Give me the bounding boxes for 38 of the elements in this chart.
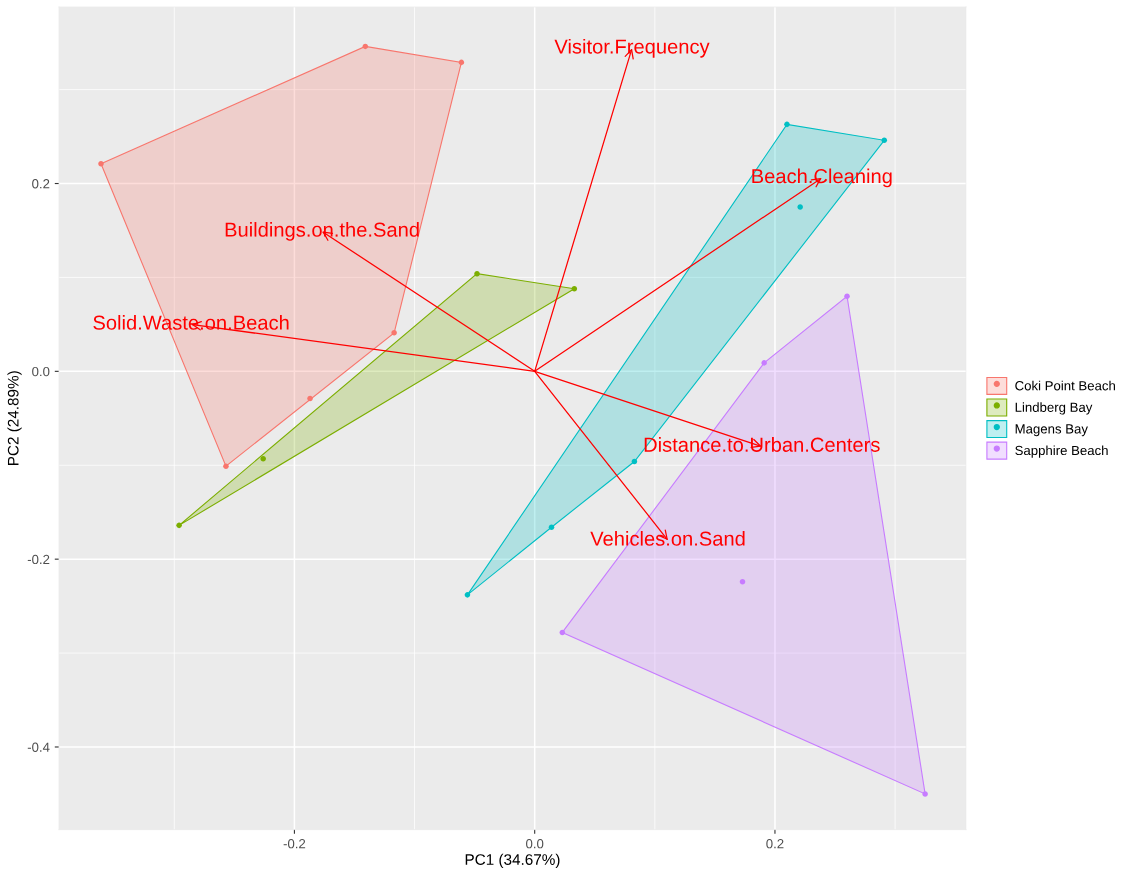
series-label: Buildings.on.the.Sand xyxy=(225,222,419,241)
legend-label: Sapphire Beach xyxy=(1015,445,1108,458)
point xyxy=(922,791,928,797)
y-tick-label: 0.2 xyxy=(32,179,50,189)
point xyxy=(362,43,369,50)
series-label: Solid.Waste.on.Beach xyxy=(93,315,289,330)
point xyxy=(260,455,266,462)
point xyxy=(474,270,480,277)
point xyxy=(223,463,229,469)
point xyxy=(559,629,566,636)
point xyxy=(176,522,182,529)
point xyxy=(458,59,465,66)
point xyxy=(548,524,555,531)
point xyxy=(739,578,746,585)
point xyxy=(797,204,803,210)
point xyxy=(761,360,767,366)
y-tick-label: 0.0 xyxy=(32,366,50,377)
legend-label: Magens Bay xyxy=(1015,424,1088,437)
series-label: Visitor.Frequency xyxy=(554,38,710,58)
point xyxy=(631,458,638,465)
point xyxy=(881,137,888,144)
x-tick-label: -0.2 xyxy=(283,839,306,849)
x-tick-label: 0.2 xyxy=(766,839,784,849)
y-tick-label: -0.2 xyxy=(27,554,50,565)
y-tick-label: -0.4 xyxy=(27,742,50,752)
point xyxy=(307,395,313,402)
legend-label: Lindberg Bay xyxy=(1015,402,1093,415)
point xyxy=(571,285,578,292)
point xyxy=(784,121,790,128)
point xyxy=(391,330,397,336)
point xyxy=(98,161,104,167)
x-tick-label: 0.0 xyxy=(526,839,544,849)
y-axis-title: PC2 (24.89%) xyxy=(7,371,22,466)
x-axis-title: PC1 (34.67%) xyxy=(465,853,560,868)
legend-label: Coki Point Beach xyxy=(1015,380,1115,391)
point xyxy=(844,293,850,299)
point xyxy=(464,592,471,598)
series-label: Vehicles.on.Sand xyxy=(590,531,745,546)
